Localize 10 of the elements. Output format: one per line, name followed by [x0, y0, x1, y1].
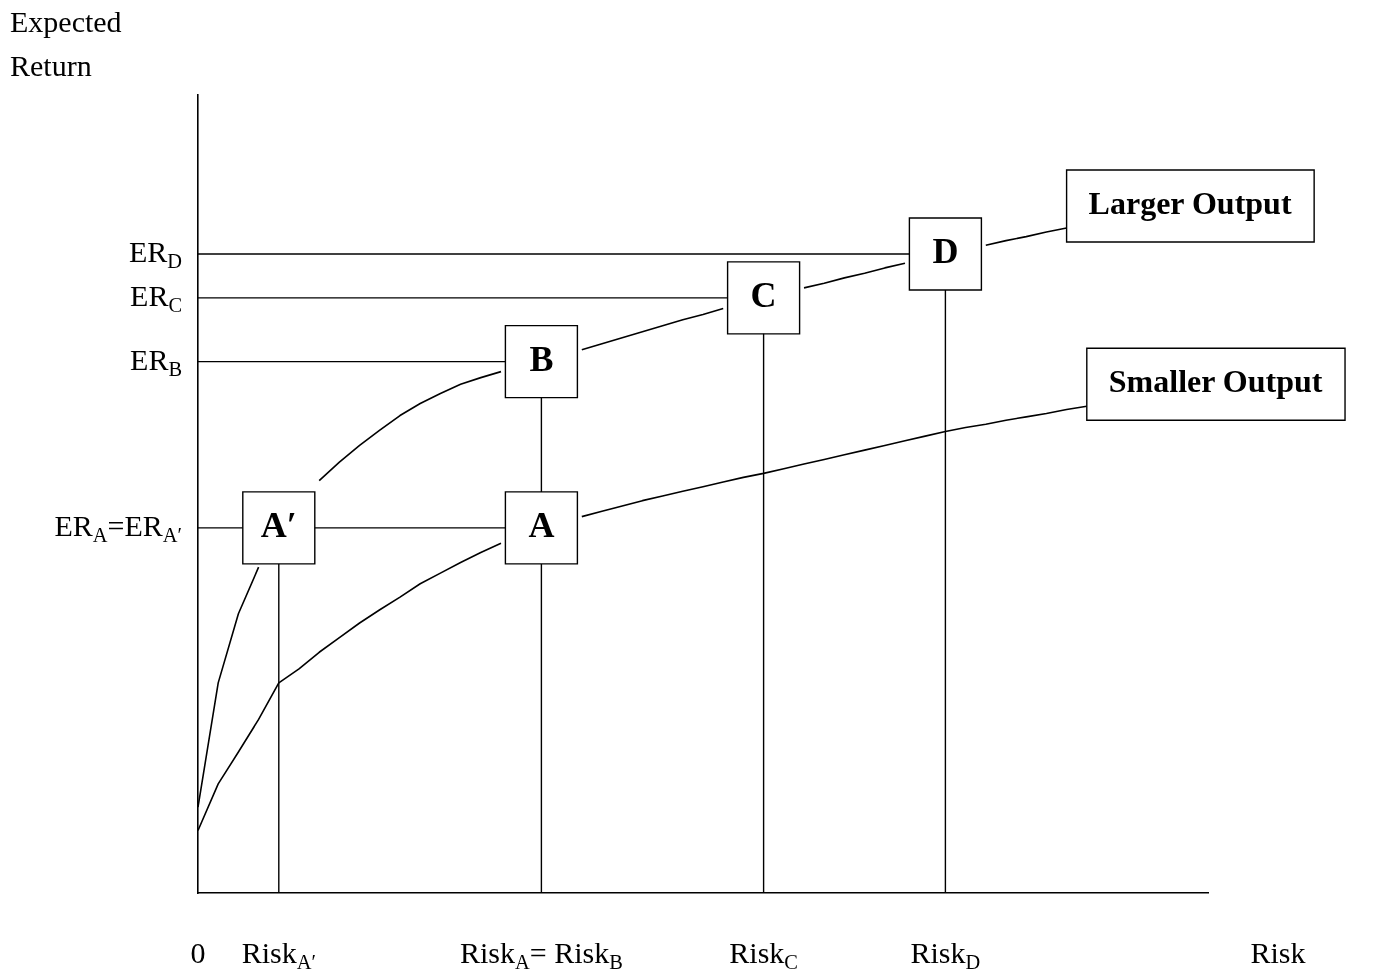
- annotation: C: [750, 275, 777, 316]
- text: Expected Return: [10, 4, 122, 82]
- series-label: Smaller Output: [1108, 363, 1323, 400]
- annotation: D: [932, 231, 959, 272]
- annotation: B: [529, 338, 554, 379]
- x-axis-title: Risk: [1250, 935, 1306, 969]
- x-tick-label: 0: [190, 935, 206, 969]
- annotation: A′: [260, 505, 297, 546]
- series-label: Larger Output: [1088, 185, 1292, 222]
- annotation: A: [528, 505, 555, 546]
